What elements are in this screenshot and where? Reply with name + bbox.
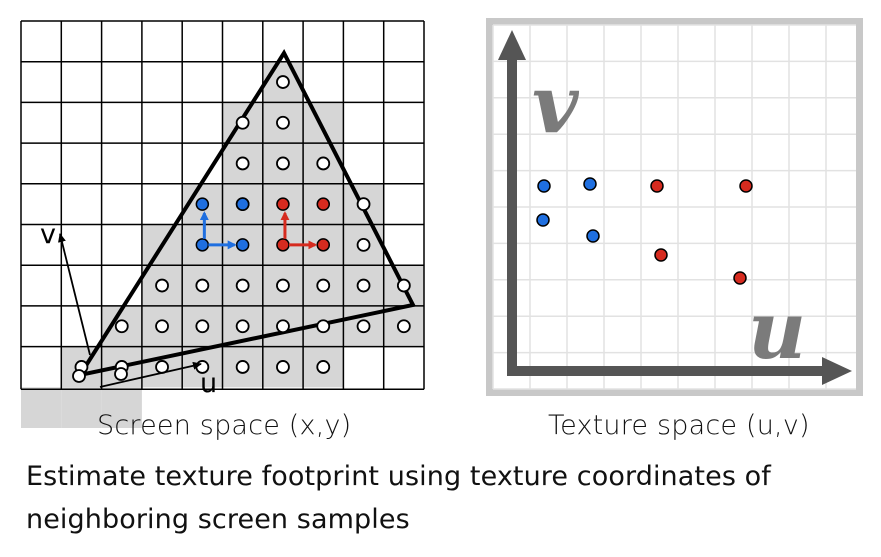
blue-sample-point <box>195 238 210 252</box>
texture-v-arrowhead <box>498 30 526 60</box>
texture-grid <box>492 24 856 390</box>
screen-sample-point <box>276 319 290 334</box>
red-sample-point <box>316 238 330 252</box>
description-line-2: neighboring screen samples <box>26 504 410 535</box>
screen-sample-point <box>356 319 371 334</box>
screen-sample-point <box>316 278 331 293</box>
screen-sample-point <box>114 319 129 334</box>
texture-blue-point <box>536 213 550 227</box>
texture-space-panel: v u <box>486 18 863 396</box>
screen-sample-point <box>155 278 169 293</box>
covered-pixel <box>21 387 62 428</box>
triangle <box>75 48 416 378</box>
texture-u-arrowhead <box>822 357 852 385</box>
screen-sample-point <box>276 75 290 89</box>
screen-sample-point <box>396 278 411 293</box>
screen-sample-point <box>235 156 250 171</box>
covered-pixel <box>101 387 142 428</box>
screen-sample-point <box>396 319 411 334</box>
blue-sample-point <box>235 238 250 252</box>
red-sample-point <box>316 197 330 211</box>
texture-blue-point <box>583 177 597 191</box>
texture-samples <box>536 177 753 285</box>
neighbor-samples <box>195 197 330 252</box>
screen-sample-point <box>276 156 290 171</box>
red-sample-point <box>276 238 290 252</box>
blue-sample-point <box>235 197 250 211</box>
screen-sample-point <box>316 360 331 374</box>
screen-sample-point <box>356 278 371 293</box>
blue-sample-point <box>195 197 210 211</box>
covered-pixel <box>303 102 344 144</box>
screen-sample-point <box>235 360 250 374</box>
texture-red-point <box>733 271 747 285</box>
screen-sample-point <box>235 115 250 130</box>
screen-sample-point <box>195 278 210 293</box>
screen-sample-point <box>316 156 331 171</box>
screen-sample-point <box>114 367 128 381</box>
texture-blue-point <box>537 179 551 193</box>
screen-sample-point <box>356 237 371 252</box>
screen-sample-point <box>195 319 210 334</box>
texture-u-label: u <box>748 283 806 377</box>
texture-v-label: v <box>532 57 580 151</box>
screen-sample-point <box>72 369 86 383</box>
screen-u-axis-arrow <box>99 361 202 388</box>
screen-v-axis-arrow <box>58 233 91 356</box>
texture-blue-point <box>586 229 600 243</box>
covered-pixel <box>61 387 102 428</box>
screen-sample-point <box>276 360 290 374</box>
screen-sample-point <box>155 319 169 334</box>
screen-sample-point <box>235 278 250 293</box>
screen-sample-point <box>235 319 250 334</box>
red-sample-point <box>276 197 290 211</box>
screen-samples <box>72 75 411 383</box>
texture-space-caption: Texture space (u,v) <box>548 410 810 441</box>
texture-red-point <box>739 179 753 193</box>
screen-v-label: v <box>40 219 56 250</box>
texture-red-point <box>654 248 668 262</box>
screen-u-label: u <box>200 368 217 399</box>
screen-sample-point <box>316 319 331 334</box>
screen-sample-point <box>276 115 290 130</box>
screen-sample-point <box>276 278 290 293</box>
screen-sample-point <box>356 197 371 212</box>
screen-space-caption: Screen space (x,y) <box>97 410 352 441</box>
screen-space-panel: v u <box>20 20 425 428</box>
texture-red-point <box>650 179 664 193</box>
description-line-1: Estimate texture footprint using texture… <box>26 461 771 492</box>
